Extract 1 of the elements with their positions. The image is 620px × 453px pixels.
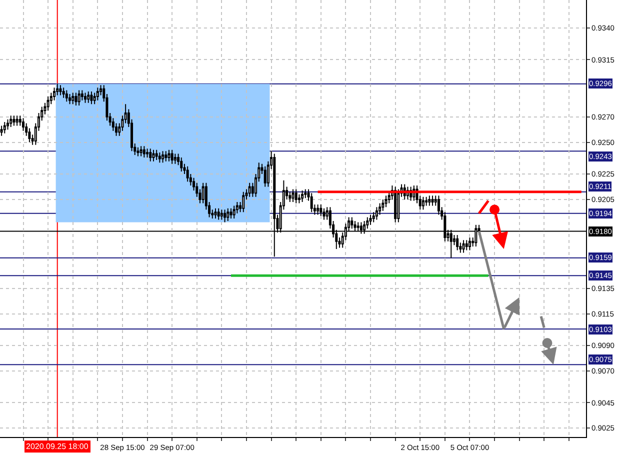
x-tick-label: 2020.09.25 18:00 xyxy=(26,442,89,451)
